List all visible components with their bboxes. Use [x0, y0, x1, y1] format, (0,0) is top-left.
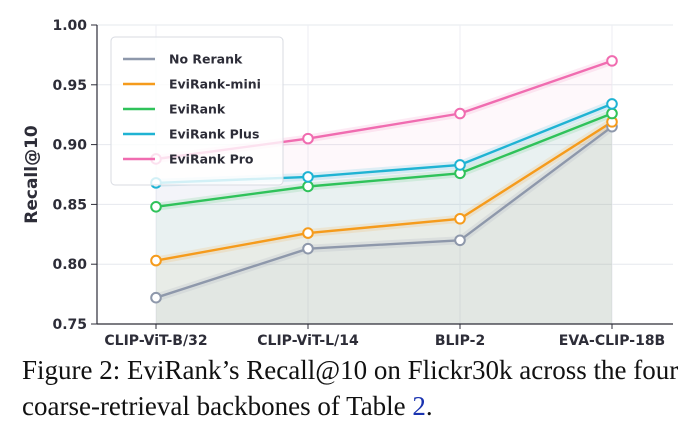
table-reference-link[interactable]: 2 — [412, 391, 426, 421]
data-point — [454, 212, 466, 225]
legend-label: EviRank — [169, 102, 226, 117]
y-tick-label: 0.95 — [52, 78, 87, 94]
caption-suffix: . — [425, 391, 433, 421]
data-point — [302, 132, 314, 145]
y-tick-label: 0.75 — [52, 317, 87, 333]
series-area — [156, 60, 612, 325]
legend-label: EviRank Plus — [169, 127, 259, 142]
legend-label: No Rerank — [169, 52, 243, 67]
legend-label: EviRank Pro — [169, 152, 254, 167]
x-tick-label: CLIP-ViT-B/32 — [104, 333, 207, 349]
data-point — [302, 242, 314, 255]
data-point — [302, 180, 314, 193]
data-point — [150, 291, 162, 304]
series-area — [156, 121, 612, 325]
x-tick-label: EVA-CLIP-18B — [559, 333, 665, 349]
series-area — [156, 126, 612, 324]
axes — [91, 24, 673, 329]
data-point — [150, 254, 162, 267]
legend: No Rerank EviRank-mini EviRank EviRank Plus… — [110, 36, 284, 186]
y-tick-label: 0.80 — [52, 257, 87, 273]
data-point — [454, 159, 466, 171]
data-point — [302, 227, 314, 239]
y-tick-label: 0.90 — [52, 138, 87, 154]
legend-label: EviRank-mini — [169, 77, 261, 92]
y-tick-label: 0.85 — [52, 197, 87, 213]
y-tick-label: 1.00 — [52, 18, 87, 34]
y-axis-label: Recall@10 — [22, 125, 42, 224]
figure-caption: Figure 2: EviRank’s Recall@10 on Flickr3… — [22, 352, 686, 424]
data-point — [454, 107, 466, 120]
legend-box — [110, 36, 284, 186]
y-tick-labels: 0.75 0.80 0.85 0.90 0.95 1.00 — [52, 18, 87, 333]
data-point — [606, 98, 618, 110]
x-tick-labels: CLIP-ViT-B/32 CLIP-ViT-L/14 BLIP-2 EVA-CLIP… — [104, 333, 665, 349]
series-line — [155, 125, 613, 299]
series-line — [155, 120, 613, 262]
data-point — [454, 234, 466, 247]
data-point — [606, 107, 618, 120]
data-point — [606, 55, 618, 67]
data-point — [302, 171, 314, 183]
series-line — [155, 112, 613, 208]
x-tick-label: CLIP-ViT-L/14 — [257, 333, 359, 349]
recall-line-chart: 0.750.800.850.900.951.00 CLIP-ViT-B/32 CL… — [22, 18, 673, 349]
data-point — [150, 200, 162, 213]
series-area — [156, 113, 612, 324]
caption-text: Figure 2: EviRank’s Recall@10 on Flickr3… — [22, 355, 679, 421]
x-tick-label: BLIP-2 — [435, 333, 485, 349]
